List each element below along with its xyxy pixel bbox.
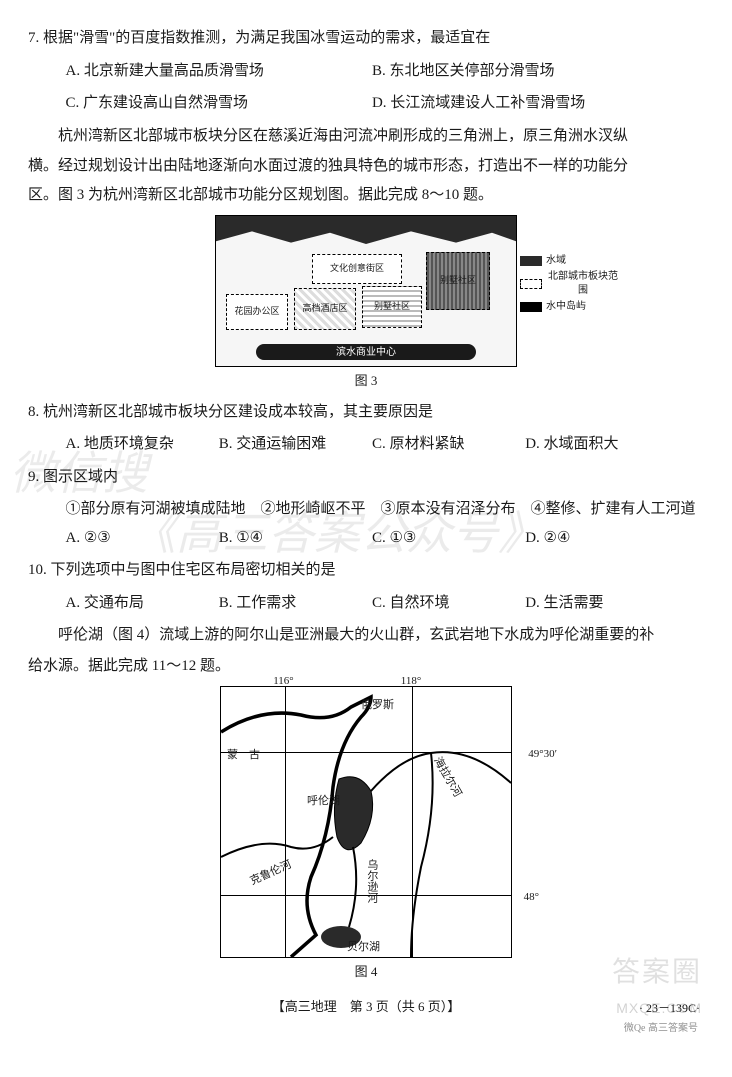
q9-items: ①部分原有河湖被填成陆地 ②地形崎岖不平 ③原本没有沼泽分布 ④整修、扩建有人工… <box>66 495 705 524</box>
fig4-mongolia: 蒙 古 <box>227 745 260 766</box>
legend-island: 水中岛屿 <box>546 300 586 314</box>
q7-options-row2: C. 广东建设高山自然滑雪场 D. 长江流域建设人工补雪滑雪场 <box>66 89 705 118</box>
fig3-legend: 水域 北部城市板块范围 水中岛屿 <box>520 254 620 316</box>
fig3-water <box>216 216 516 244</box>
fig3-office-box: 花园办公区 <box>226 294 288 330</box>
q9-stem: 9. 图示区域内 <box>28 463 704 492</box>
fig4-svg <box>221 687 511 957</box>
q8-opt-a: A. 地质环境复杂 <box>66 430 219 459</box>
q9-options: A. ②③ B. ①④ C. ①③ D. ②④ <box>66 524 705 553</box>
q7-opt-b: B. 东北地区关停部分滑雪场 <box>372 57 678 86</box>
legend-water: 水域 <box>546 254 566 268</box>
q7-opt-a: A. 北京新建大量高品质滑雪场 <box>66 57 372 86</box>
q10-opt-d: D. 生活需要 <box>525 589 678 618</box>
q7-options-row1: A. 北京新建大量高品质滑雪场 B. 东北地区关停部分滑雪场 <box>66 57 705 86</box>
passage2-line1: 呼伦湖（图 4）流域上游的阿尔山是亚洲最大的火山群，玄武岩地下水成为呼伦湖重要的… <box>28 621 704 650</box>
q7-opt-d: D. 长江流域建设人工补雪滑雪场 <box>372 89 678 118</box>
figure4-wrap: 116° 118° 49°30′ 48° 蒙 古 俄罗斯 呼伦湖 克鲁伦河 乌尔… <box>28 686 704 985</box>
q10-opt-c: C. 自然环境 <box>372 589 525 618</box>
fig3-caption: 图 3 <box>28 369 704 394</box>
q10-opt-b: B. 工作需求 <box>219 589 372 618</box>
passage2-line2: 给水源。据此完成 11～12 题。 <box>28 652 704 681</box>
q8-opt-d: D. 水域面积大 <box>525 430 678 459</box>
q9-opt-b: B. ①④ <box>219 524 372 553</box>
q8-opt-c: C. 原材料紧缺 <box>372 430 525 459</box>
q8-opt-b: B. 交通运输困难 <box>219 430 372 459</box>
legend-swatch-water <box>520 256 542 266</box>
passage1-line1: 杭州湾新区北部城市板块分区在慈溪近海由河流冲刷形成的三角洲上，原三角洲水汊纵 <box>28 122 704 151</box>
fig4-lat-label-48: 48° <box>524 887 539 908</box>
footer-center: 【高三地理 第 3 页（共 6 页）】 <box>272 999 461 1014</box>
q9-opt-a: A. ②③ <box>66 524 219 553</box>
legend-swatch-range <box>520 279 542 289</box>
passage1-line3: 区。图 3 为杭州湾新区北部城市功能分区规划图。据此完成 8～10 题。 <box>28 181 704 210</box>
q8-stem: 8. 杭州湾新区北部城市板块分区建设成本较高，其主要原因是 <box>28 398 704 427</box>
legend-range: 北部城市板块范围 <box>546 270 620 298</box>
fig3-villa2-box: 别墅社区 <box>426 252 490 310</box>
fig3-culture-box: 文化创意街区 <box>312 254 402 284</box>
q9-opt-c: C. ①③ <box>372 524 525 553</box>
fig3-commerce: 滨水商业中心 <box>256 344 476 360</box>
q7-stem: 7. 根据"滑雪"的百度指数推测，为满足我国冰雪运动的需求，最适宜在 <box>28 24 704 53</box>
fig4-russia: 俄罗斯 <box>361 695 394 716</box>
fig3-villa1-box: 别墅社区 <box>362 286 422 328</box>
fig3-hotel-box: 高档酒店区 <box>294 288 356 330</box>
q10-stem: 10. 下列选项中与图中住宅区布局密切相关的是 <box>28 556 704 585</box>
fig4-lat-label-4930: 49°30′ <box>528 744 557 765</box>
footer-code: · 23－139C· <box>639 997 700 1020</box>
q8-options: A. 地质环境复杂 B. 交通运输困难 C. 原材料紧缺 D. 水域面积大 <box>66 430 705 459</box>
page-footer: 【高三地理 第 3 页（共 6 页）】 · 23－139C· <box>28 995 704 1020</box>
legend-swatch-island <box>520 302 542 312</box>
fig4-hulun: 呼伦湖 <box>307 791 340 812</box>
q10-opt-a: A. 交通布局 <box>66 589 219 618</box>
q7-opt-c: C. 广东建设高山自然滑雪场 <box>66 89 372 118</box>
figure3: 花园办公区 高档酒店区 文化创意街区 别墅社区 别墅社区 滨水商业中心 水域 北… <box>215 215 517 367</box>
q10-options: A. 交通布局 B. 工作需求 C. 自然环境 D. 生活需要 <box>66 589 705 618</box>
fig4-wuersun: 乌尔逊河 <box>361 859 382 903</box>
figure3-wrap: 花园办公区 高档酒店区 文化创意街区 别墅社区 别墅社区 滨水商业中心 水域 北… <box>28 215 704 394</box>
q9-opt-d: D. ②④ <box>525 524 678 553</box>
fig4-beier: 贝尔湖 <box>347 937 380 958</box>
figure4: 116° 118° 49°30′ 48° 蒙 古 俄罗斯 呼伦湖 克鲁伦河 乌尔… <box>220 686 512 958</box>
corner-badge: 微Qe 高三答案号 <box>624 1019 698 1038</box>
passage1-line2: 横。经过规划设计出由陆地逐渐向水面过渡的独具特色的城市形态，打造出不一样的功能分 <box>28 152 704 181</box>
fig4-caption: 图 4 <box>28 960 704 985</box>
